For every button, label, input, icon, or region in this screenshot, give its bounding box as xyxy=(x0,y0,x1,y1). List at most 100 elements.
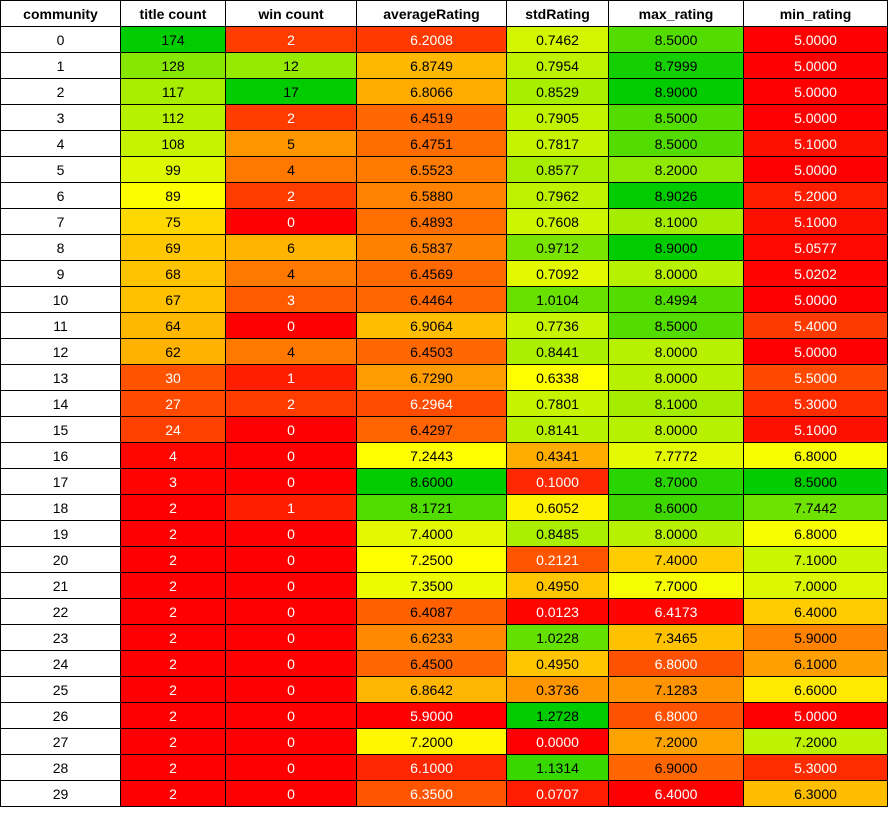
value-cell: 6.4569 xyxy=(356,260,507,287)
value-cell: 5.9000 xyxy=(356,702,507,729)
value-cell: 0 xyxy=(225,468,357,495)
value-cell: 0.4950 xyxy=(506,572,609,599)
value-cell: 4 xyxy=(225,156,357,183)
value-cell: 7.2500 xyxy=(356,546,507,573)
value-cell: 0 xyxy=(225,572,357,599)
value-cell: 75 xyxy=(120,208,226,235)
value-cell: 2 xyxy=(120,520,226,547)
value-cell: 6.3500 xyxy=(356,780,507,807)
table-row: 4 108 5 6.4751 0.7817 8.5000 5.1000 xyxy=(0,130,888,157)
value-cell: 0.6052 xyxy=(506,494,609,521)
value-cell: 8.1000 xyxy=(608,208,744,235)
value-cell: 0.7905 xyxy=(506,104,609,131)
community-cell: 20 xyxy=(0,546,121,573)
table-row: 11 64 0 6.9064 0.7736 8.5000 5.4000 xyxy=(0,312,888,339)
value-cell: 0.1000 xyxy=(506,468,609,495)
value-cell: 4 xyxy=(225,338,357,365)
table-row: 27 2 0 7.2000 0.0000 7.2000 7.2000 xyxy=(0,728,888,755)
table-row: 19 2 0 7.4000 0.8485 8.0000 6.8000 xyxy=(0,520,888,547)
value-cell: 7.2000 xyxy=(356,728,507,755)
table-row: 22 2 0 6.4087 0.0123 6.4173 6.4000 xyxy=(0,598,888,625)
value-cell: 8.5000 xyxy=(608,312,744,339)
value-cell: 0.7608 xyxy=(506,208,609,235)
community-cell: 16 xyxy=(0,442,121,469)
community-cell: 17 xyxy=(0,468,121,495)
value-cell: 6 xyxy=(225,234,357,261)
value-cell: 0 xyxy=(225,598,357,625)
table-row: 24 2 0 6.4500 0.4950 6.8000 6.1000 xyxy=(0,650,888,677)
community-cell: 3 xyxy=(0,104,121,131)
community-cell: 26 xyxy=(0,702,121,729)
value-cell: 6.4893 xyxy=(356,208,507,235)
value-cell: 6.8066 xyxy=(356,78,507,105)
value-cell: 6.9000 xyxy=(608,754,744,781)
value-cell: 1.0228 xyxy=(506,624,609,651)
value-cell: 2 xyxy=(120,754,226,781)
value-cell: 0.7736 xyxy=(506,312,609,339)
table-row: 26 2 0 5.9000 1.2728 6.8000 5.0000 xyxy=(0,702,888,729)
value-cell: 64 xyxy=(120,312,226,339)
value-cell: 8.9026 xyxy=(608,182,744,209)
value-cell: 2 xyxy=(120,728,226,755)
table-row: 23 2 0 6.6233 1.0228 7.3465 5.9000 xyxy=(0,624,888,651)
value-cell: 69 xyxy=(120,234,226,261)
community-cell: 25 xyxy=(0,676,121,703)
value-cell: 5.4000 xyxy=(743,312,888,339)
value-cell: 5.0000 xyxy=(743,52,888,79)
value-cell: 99 xyxy=(120,156,226,183)
value-cell: 6.4519 xyxy=(356,104,507,131)
community-cell: 8 xyxy=(0,234,121,261)
value-cell: 1.1314 xyxy=(506,754,609,781)
value-cell: 0.6338 xyxy=(506,364,609,391)
community-cell: 19 xyxy=(0,520,121,547)
value-cell: 4 xyxy=(225,260,357,287)
table-row: 1 128 12 6.8749 0.7954 8.7999 5.0000 xyxy=(0,52,888,79)
table-row: 20 2 0 7.2500 0.2121 7.4000 7.1000 xyxy=(0,546,888,573)
value-cell: 8.6000 xyxy=(608,494,744,521)
value-cell: 128 xyxy=(120,52,226,79)
value-cell: 2 xyxy=(225,26,357,53)
value-cell: 5.0000 xyxy=(743,286,888,313)
value-cell: 1 xyxy=(225,364,357,391)
community-cell: 12 xyxy=(0,338,121,365)
value-cell: 3 xyxy=(120,468,226,495)
table-row: 21 2 0 7.3500 0.4950 7.7000 7.0000 xyxy=(0,572,888,599)
value-cell: 5.3000 xyxy=(743,754,888,781)
value-cell: 174 xyxy=(120,26,226,53)
table-row: 5 99 4 6.5523 0.8577 8.2000 5.0000 xyxy=(0,156,888,183)
value-cell: 108 xyxy=(120,130,226,157)
value-cell: 7.7772 xyxy=(608,442,744,469)
community-cell: 28 xyxy=(0,754,121,781)
value-cell: 5.1000 xyxy=(743,130,888,157)
value-cell: 8.9000 xyxy=(608,234,744,261)
value-cell: 2 xyxy=(120,650,226,677)
table-row: 12 62 4 6.4503 0.8441 8.0000 5.0000 xyxy=(0,338,888,365)
value-cell: 2 xyxy=(225,104,357,131)
value-cell: 8.9000 xyxy=(608,78,744,105)
value-cell: 2 xyxy=(120,494,226,521)
table-row: 8 69 6 6.5837 0.9712 8.9000 5.0577 xyxy=(0,234,888,261)
value-cell: 6.7290 xyxy=(356,364,507,391)
value-cell: 0.0123 xyxy=(506,598,609,625)
value-cell: 0 xyxy=(225,728,357,755)
value-cell: 0.7801 xyxy=(506,390,609,417)
value-cell: 8.5000 xyxy=(608,104,744,131)
table-row: 16 4 0 7.2443 0.4341 7.7772 6.8000 xyxy=(0,442,888,469)
community-cell: 9 xyxy=(0,260,121,287)
table-row: 18 2 1 8.1721 0.6052 8.6000 7.7442 xyxy=(0,494,888,521)
value-cell: 8.5000 xyxy=(608,26,744,53)
value-cell: 17 xyxy=(225,78,357,105)
value-cell: 8.0000 xyxy=(608,364,744,391)
value-cell: 0.8529 xyxy=(506,78,609,105)
community-cell: 29 xyxy=(0,780,121,807)
value-cell: 6.1000 xyxy=(356,754,507,781)
value-cell: 1 xyxy=(225,494,357,521)
value-cell: 8.1721 xyxy=(356,494,507,521)
value-cell: 0.9712 xyxy=(506,234,609,261)
value-cell: 2 xyxy=(120,624,226,651)
value-cell: 0 xyxy=(225,676,357,703)
value-cell: 8.7999 xyxy=(608,52,744,79)
value-cell: 8.0000 xyxy=(608,416,744,443)
value-cell: 0 xyxy=(225,546,357,573)
value-cell: 7.3500 xyxy=(356,572,507,599)
